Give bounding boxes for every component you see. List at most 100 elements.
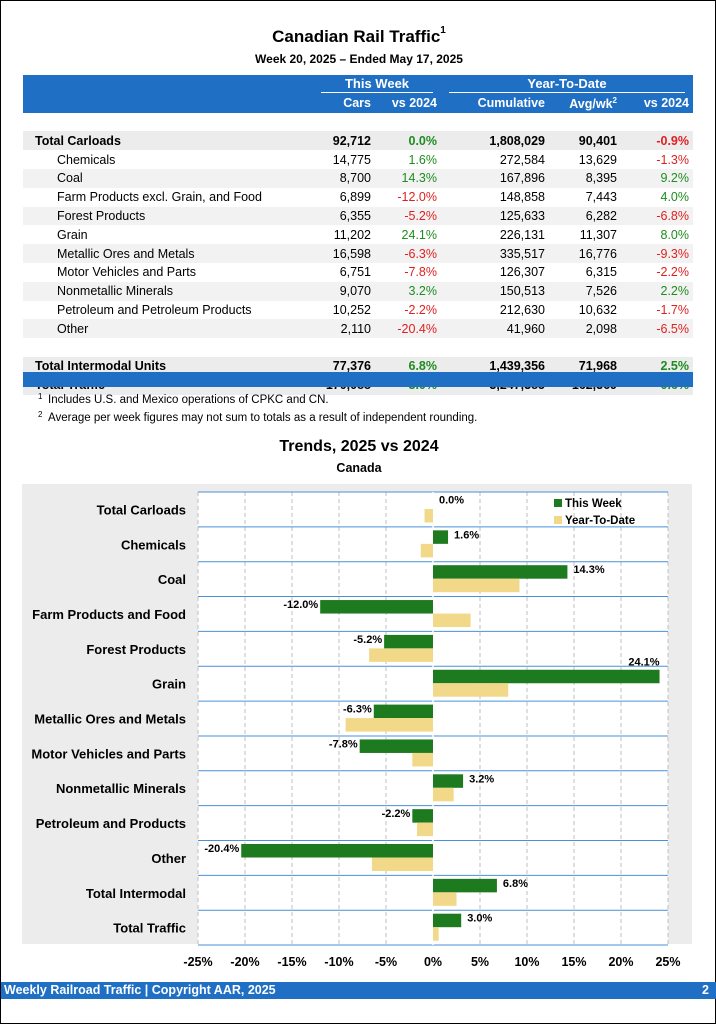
cars-cell: 10,252 xyxy=(332,302,371,317)
cumulative-cell: 335,517 xyxy=(441,244,549,263)
data-label: -20.4% xyxy=(204,843,239,855)
table-row: Coal 8,700 14.3% 167,896 8,395 9.2% xyxy=(23,168,693,188)
x-tick-label: 5% xyxy=(471,955,489,969)
data-label: -7.8% xyxy=(329,738,358,750)
cars-cell: 11,202 xyxy=(333,227,371,242)
bar-ytd xyxy=(433,892,457,906)
category-label: Chemicals xyxy=(121,537,186,552)
vs-ytd-cell: 9.2% xyxy=(621,168,693,188)
x-tick-label: -25% xyxy=(183,955,212,969)
chart-title: Trends, 2025 vs 2024 xyxy=(279,438,439,455)
vs-cell: 6.8% xyxy=(375,356,441,376)
cars-cell: 6,751 xyxy=(339,265,371,280)
bar-this-week xyxy=(433,565,568,579)
col-avg: Avg/wk2 xyxy=(549,93,621,113)
avg-cell: 7,443 xyxy=(585,190,617,205)
data-label: 3.2% xyxy=(469,773,494,785)
legend-label-this-week: This Week xyxy=(565,498,622,510)
x-tick-label: -5% xyxy=(375,955,397,969)
cumulative-cell: 148,858 xyxy=(499,190,545,205)
vs-ytd-cell: -1.7% xyxy=(656,302,689,317)
footnote-1: 1 Includes U.S. and Mexico operations of … xyxy=(38,392,329,406)
footer-text: Weekly Railroad Traffic | Copyright AAR,… xyxy=(4,983,276,997)
vs-cell: -6.3% xyxy=(375,244,441,263)
category-label: Metallic Ores and Metals xyxy=(34,712,186,727)
bar-ytd xyxy=(371,857,433,871)
x-tick-label: -10% xyxy=(324,955,353,969)
vs-cell: -2.2% xyxy=(404,302,437,317)
vs-cell: 24.1% xyxy=(401,227,437,242)
data-label: 0.0% xyxy=(439,495,464,507)
category-label: Coal xyxy=(158,572,186,587)
vs-ytd-cell: -1.3% xyxy=(656,152,689,167)
ytd-group-header: Year-To-Date xyxy=(441,75,693,94)
bar-ytd xyxy=(433,787,454,802)
bar-this-week xyxy=(241,844,433,858)
category-label: Farm Products and Food xyxy=(32,607,186,622)
x-tick-label: 25% xyxy=(655,955,680,969)
row-label: Other xyxy=(23,319,313,339)
cars-cell: 16,598 xyxy=(313,244,375,263)
table-header-groups: This Week Year-To-Date xyxy=(23,75,693,94)
bar-this-week xyxy=(433,530,449,544)
bar-this-week xyxy=(412,809,433,823)
cars-cell: 6,899 xyxy=(339,190,371,205)
cars-cell: 8,700 xyxy=(313,168,375,188)
avg-cell: 10,632 xyxy=(578,302,617,317)
bar-this-week xyxy=(359,739,433,753)
data-label: -5.2% xyxy=(353,634,382,646)
table-row: Forest Products 6,355 -5.2% 125,633 6,282 -6.… xyxy=(23,206,693,226)
table-row: Metallic Ores and Metals 16,598 -6.3% 335,5… xyxy=(23,244,693,263)
category-label: Total Carloads xyxy=(97,502,186,517)
avg-cell: 90,401 xyxy=(549,131,621,151)
avg-cell: 71,968 xyxy=(549,356,621,376)
avg-cell: 8,395 xyxy=(549,168,621,188)
data-label: 6.8% xyxy=(503,878,528,890)
bar-ytd xyxy=(417,822,433,837)
vs-ytd-cell: 4.0% xyxy=(660,190,690,205)
avg-cell: 11,307 xyxy=(579,227,617,242)
footnote-2: 2 Average per week figures may not sum to… xyxy=(38,410,478,424)
cumulative-cell: 125,633 xyxy=(441,206,549,226)
avg-cell: 6,282 xyxy=(549,206,621,226)
bar-ytd xyxy=(433,683,509,697)
bar-ytd xyxy=(345,718,433,732)
cumulative-cell: 212,630 xyxy=(499,302,545,317)
legend-swatch-ytd xyxy=(554,516,562,524)
page-subtitle: Week 20, 2025 – Ended May 17, 2025 xyxy=(255,52,463,66)
row-label: Nonmetallic Minerals xyxy=(23,281,313,301)
data-label: -2.2% xyxy=(382,808,411,820)
avg-cell: 7,526 xyxy=(549,281,621,301)
vs-cell: -12.0% xyxy=(397,190,437,205)
data-label: 14.3% xyxy=(573,564,604,576)
cumulative-cell: 272,584 xyxy=(499,152,545,167)
category-label: Total Traffic xyxy=(113,921,186,936)
x-tick-label: -15% xyxy=(277,955,306,969)
bar-this-week xyxy=(373,704,433,719)
vs-ytd-cell: -6.5% xyxy=(621,319,693,339)
page-title: Canadian Rail Traffic1 xyxy=(272,25,446,46)
row-label: Chemicals xyxy=(57,152,116,167)
col-cars: Cars xyxy=(313,93,375,113)
trends-chart: -25% -20% -15% -10% -5% 0% 5% 10% 15% 20% 25% Total… xyxy=(31,491,681,969)
page-number: 2 xyxy=(702,983,709,997)
row-label: Petroleum and Petroleum Products xyxy=(57,302,252,317)
bar-this-week xyxy=(433,878,497,893)
vs-cell: -7.8% xyxy=(404,265,437,280)
category-label: Motor Vehicles and Parts xyxy=(31,746,186,761)
table-row: Chemicals 14,775 1.6% 272,584 13,629 -1.3% xyxy=(23,150,693,169)
category-label: Other xyxy=(151,851,186,866)
cumulative-cell: 167,896 xyxy=(441,168,549,188)
col-vs2024-ytd: vs 2024 xyxy=(621,93,693,113)
data-label: 1.6% xyxy=(454,529,479,541)
row-label: Metallic Ores and Metals xyxy=(23,244,313,263)
cars-cell: 6,355 xyxy=(313,206,375,226)
data-label: 24.1% xyxy=(628,656,659,668)
table-row: Nonmetallic Minerals 9,070 3.2% 150,513 7,52… xyxy=(23,281,693,301)
footer-bar: Weekly Railroad Traffic | Copyright AAR,… xyxy=(1,982,716,999)
vs-ytd-cell: -0.9% xyxy=(621,131,693,151)
bar-ytd xyxy=(424,509,433,523)
table-bottom-bar xyxy=(23,372,693,387)
cumulative-cell: 1,808,029 xyxy=(441,131,549,151)
